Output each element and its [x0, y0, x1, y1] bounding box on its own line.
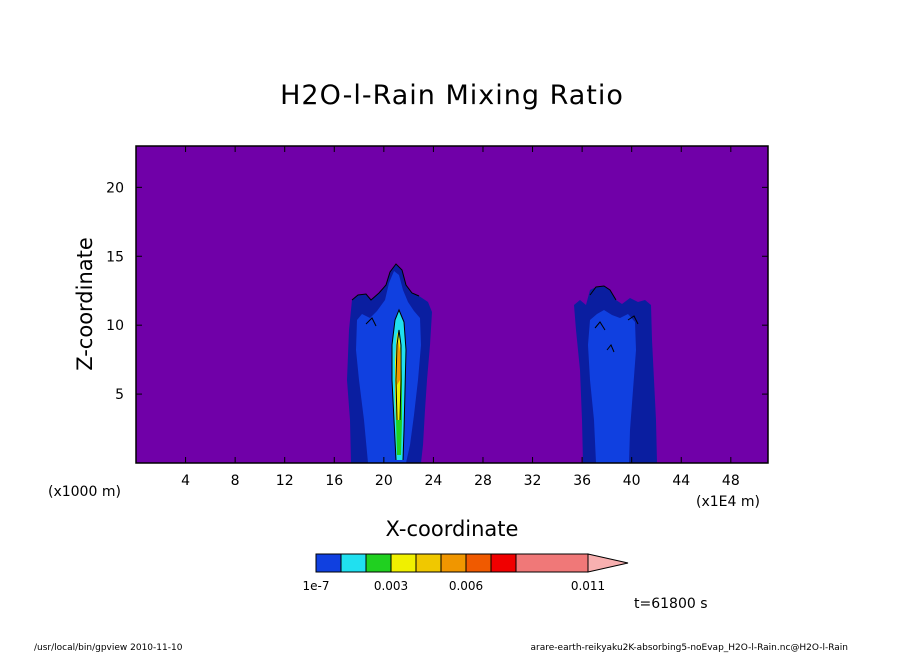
x-tick-label: 16 — [325, 473, 343, 489]
y-tick-label: 5 — [115, 387, 124, 403]
contour-left-inner-core — [395, 329, 402, 421]
colorbar-swatch — [315, 553, 342, 573]
contour-lines — [351, 263, 639, 461]
x-tick-label: 44 — [672, 473, 690, 489]
x-tick-label: 36 — [573, 473, 591, 489]
colorbar-label: 0.006 — [449, 579, 483, 593]
y-axis-label: Z-coordinate — [73, 237, 97, 371]
colorbar-swatch — [465, 553, 492, 573]
chart-title: H2O-l-Rain Mixing Ratio — [280, 80, 624, 111]
plot-background — [136, 146, 768, 463]
colorbar-label: 0.011 — [571, 579, 605, 593]
colorbar-swatch — [440, 553, 467, 573]
colorbar-extend-arrow — [587, 553, 629, 573]
y-unit-note: (x1000 m) — [48, 484, 121, 500]
cloud-right-inner — [588, 310, 636, 463]
contour-right-outline — [589, 285, 617, 301]
colorbar-label: 0.003 — [374, 579, 408, 593]
plot-area — [135, 145, 769, 464]
contour-left-core — [391, 308, 407, 461]
colorbar-swatch — [515, 553, 589, 573]
colorbar-swatch — [390, 553, 417, 573]
x-tick-label: 8 — [231, 473, 240, 489]
plot-frame — [135, 145, 769, 464]
y-tick-label: 20 — [106, 180, 124, 196]
x-axis-label: X-coordinate — [386, 517, 519, 541]
x-tick-label: 12 — [276, 473, 294, 489]
time-label: t=61800 s — [634, 596, 708, 612]
x-tick-label: 48 — [722, 473, 740, 489]
colorbar-swatch — [365, 553, 392, 573]
footer-left: /usr/local/bin/gpview 2010-11-10 — [34, 643, 183, 653]
x-tick-label: 28 — [474, 473, 492, 489]
y-axis-ticks: 5 10 15 20 — [106, 180, 768, 403]
colorbar-label: 1e-7 — [303, 579, 330, 593]
x-tick-label: 20 — [375, 473, 393, 489]
contour-right-fragment-2 — [627, 315, 639, 325]
cloud-left-core-orange — [397, 340, 400, 385]
y-tick-label: 15 — [106, 249, 124, 265]
colorbar-swatch — [490, 553, 517, 573]
contour-left-fragment — [365, 317, 377, 327]
x-tick-label: 32 — [524, 473, 542, 489]
x-axis-ticks: 4 8 12 16 20 24 28 32 36 40 44 48 — [181, 146, 740, 489]
contour-right-fragment-1 — [594, 321, 606, 331]
x-unit-note: (x1E4 m) — [696, 494, 760, 510]
contour-left-outline — [351, 263, 420, 301]
contour-right-fragment-3 — [606, 344, 615, 353]
footer-right: arare-earth-reikyaku2K-absorbing5-noEvap… — [531, 643, 848, 653]
x-tick-label: 40 — [623, 473, 641, 489]
y-tick-label: 10 — [106, 318, 124, 334]
colorbar-swatch — [340, 553, 367, 573]
x-tick-label: 4 — [181, 473, 190, 489]
colorbar-swatch — [415, 553, 442, 573]
colorbar: 1e-7 0.003 0.006 0.011 — [303, 553, 629, 593]
x-tick-label: 24 — [424, 473, 442, 489]
